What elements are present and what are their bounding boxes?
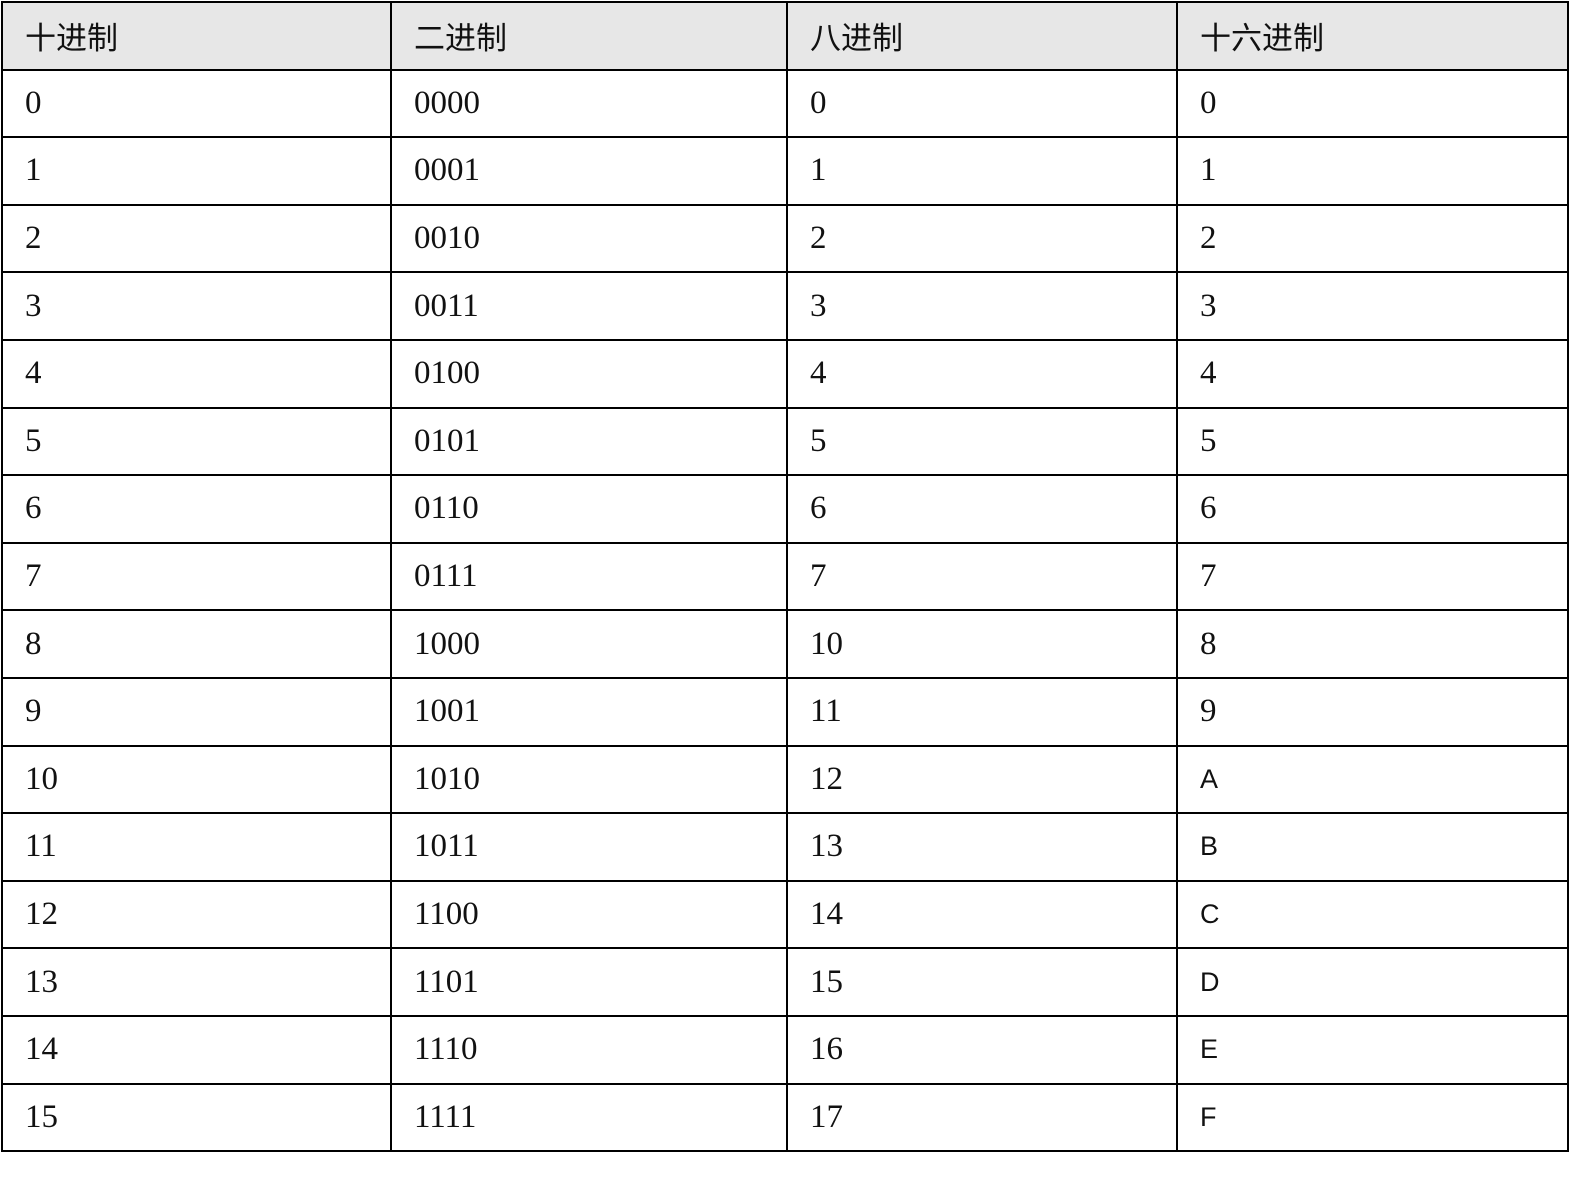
binary-cell: 0001 — [390, 136, 788, 206]
octal-cell: 6 — [786, 474, 1178, 544]
octal-cell: 16 — [786, 1014, 1178, 1085]
table-row: 12 1100 14 C — [1, 879, 1569, 950]
table-row: 13 1101 15 D — [1, 947, 1569, 1017]
hex-cell: B — [1176, 812, 1569, 882]
decimal-cell: 11 — [1, 812, 392, 882]
decimal-cell: 9 — [1, 676, 392, 747]
header-row: 十进制 二进制 八进制 十六进制 — [1, 1, 1569, 71]
binary-cell: 0100 — [390, 338, 788, 409]
binary-cell: 1110 — [390, 1014, 788, 1085]
binary-cell: 1011 — [390, 812, 788, 882]
binary-cell: 1100 — [390, 879, 788, 950]
table-row: 15 1111 17 F — [1, 1082, 1569, 1153]
binary-cell: 0110 — [390, 474, 788, 544]
octal-cell: 13 — [786, 812, 1178, 882]
octal-cell: 3 — [786, 271, 1178, 341]
decimal-cell: 3 — [1, 271, 392, 341]
hex-cell: 1 — [1176, 136, 1569, 206]
octal-cell: 11 — [786, 676, 1178, 747]
table-row: 9 1001 11 9 — [1, 676, 1569, 747]
decimal-cell: 15 — [1, 1082, 392, 1153]
hex-cell: 0 — [1176, 68, 1569, 139]
hex-cell: E — [1176, 1014, 1569, 1085]
hex-cell: 4 — [1176, 338, 1569, 409]
octal-cell: 0 — [786, 68, 1178, 139]
binary-cell: 1111 — [390, 1082, 788, 1153]
hex-cell: 9 — [1176, 676, 1569, 747]
table-row: 7 0111 7 7 — [1, 541, 1569, 612]
hex-cell: 7 — [1176, 541, 1569, 612]
binary-cell: 0011 — [390, 271, 788, 341]
table-row: 0 0000 0 0 — [1, 68, 1569, 139]
hex-cell: A — [1176, 744, 1569, 815]
octal-cell: 1 — [786, 136, 1178, 206]
octal-cell: 2 — [786, 203, 1178, 274]
header-octal: 八进制 — [786, 1, 1178, 71]
table-row: 2 0010 2 2 — [1, 203, 1569, 274]
hex-cell: 2 — [1176, 203, 1569, 274]
hex-cell: F — [1176, 1082, 1569, 1153]
table-row: 6 0110 6 6 — [1, 474, 1569, 544]
header-binary: 二进制 — [390, 1, 788, 71]
binary-cell: 1101 — [390, 947, 788, 1017]
decimal-cell: 14 — [1, 1014, 392, 1085]
decimal-cell: 2 — [1, 203, 392, 274]
binary-cell: 0111 — [390, 541, 788, 612]
decimal-cell: 12 — [1, 879, 392, 950]
binary-cell: 1010 — [390, 744, 788, 815]
decimal-cell: 6 — [1, 474, 392, 544]
hex-cell: 3 — [1176, 271, 1569, 341]
octal-cell: 12 — [786, 744, 1178, 815]
decimal-cell: 8 — [1, 609, 392, 679]
decimal-cell: 13 — [1, 947, 392, 1017]
decimal-cell: 5 — [1, 406, 392, 477]
table-row: 1 0001 1 1 — [1, 136, 1569, 206]
hex-cell: 5 — [1176, 406, 1569, 477]
binary-cell: 0101 — [390, 406, 788, 477]
hex-cell: 8 — [1176, 609, 1569, 679]
octal-cell: 5 — [786, 406, 1178, 477]
octal-cell: 4 — [786, 338, 1178, 409]
decimal-cell: 1 — [1, 136, 392, 206]
binary-cell: 1000 — [390, 609, 788, 679]
table-row: 11 1011 13 B — [1, 812, 1569, 882]
decimal-cell: 0 — [1, 68, 392, 139]
table-row: 14 1110 16 E — [1, 1014, 1569, 1085]
octal-cell: 14 — [786, 879, 1178, 950]
binary-cell: 0000 — [390, 68, 788, 139]
table-row: 3 0011 3 3 — [1, 271, 1569, 341]
table-row: 8 1000 10 8 — [1, 609, 1569, 679]
table-row: 4 0100 4 4 — [1, 338, 1569, 409]
number-base-conversion-table: 十进制 二进制 八进制 十六进制 0 0000 0 0 1 0001 1 1 2 0010 2 2 3 0… — [1, 1, 1569, 1153]
octal-cell: 10 — [786, 609, 1178, 679]
decimal-cell: 4 — [1, 338, 392, 409]
decimal-cell: 7 — [1, 541, 392, 612]
header-decimal: 十进制 — [1, 1, 392, 71]
binary-cell: 0010 — [390, 203, 788, 274]
hex-cell: C — [1176, 879, 1569, 950]
header-hexadecimal: 十六进制 — [1176, 1, 1569, 71]
octal-cell: 7 — [786, 541, 1178, 612]
decimal-cell: 10 — [1, 744, 392, 815]
octal-cell: 15 — [786, 947, 1178, 1017]
octal-cell: 17 — [786, 1082, 1178, 1153]
hex-cell: D — [1176, 947, 1569, 1017]
table-row: 5 0101 5 5 — [1, 406, 1569, 477]
hex-cell: 6 — [1176, 474, 1569, 544]
binary-cell: 1001 — [390, 676, 788, 747]
